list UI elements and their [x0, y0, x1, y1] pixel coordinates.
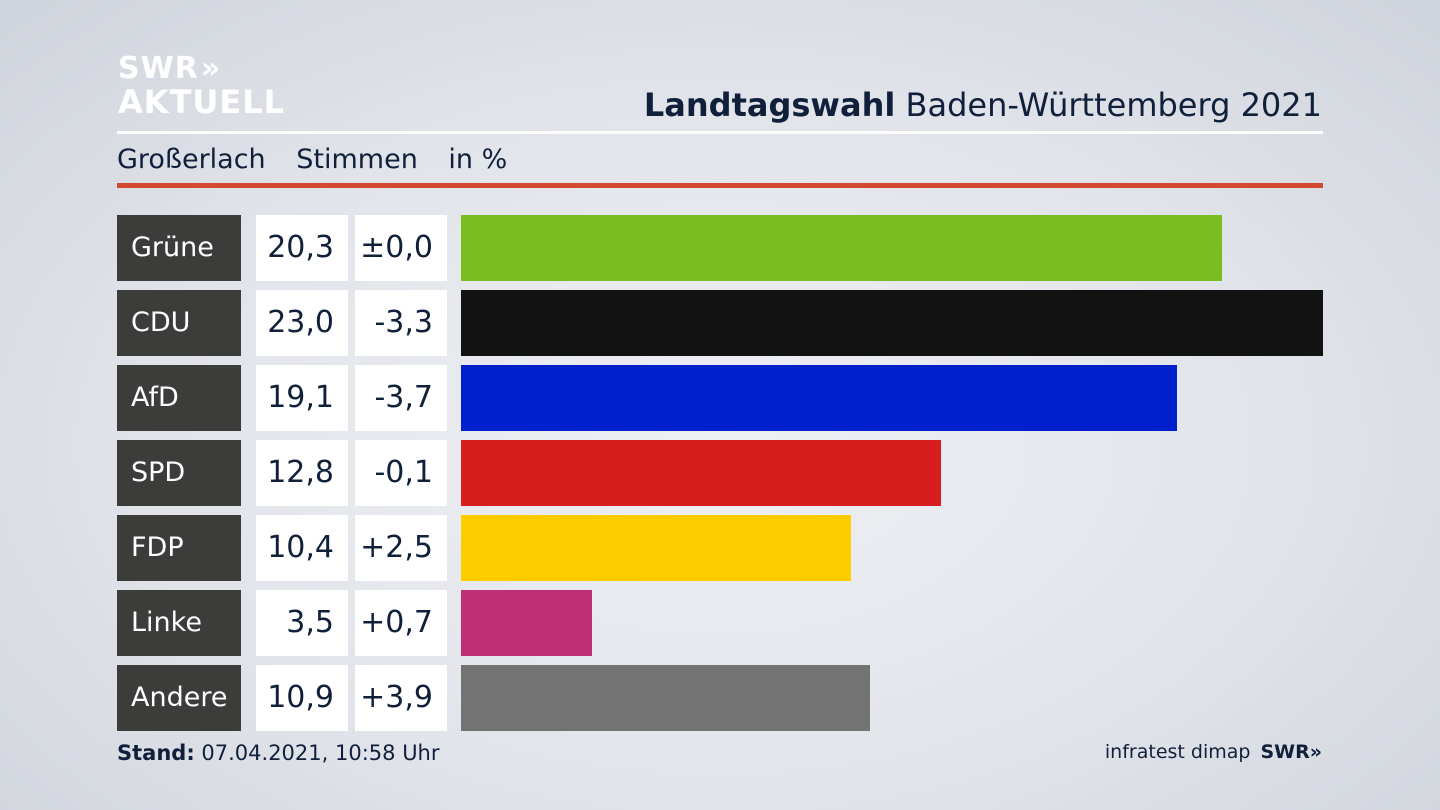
result-bar [461, 440, 941, 506]
change-label: -3,7 [355, 365, 447, 431]
result-bar [461, 215, 1222, 281]
logo-chevron-icon: » [200, 51, 221, 86]
source-name: infratest dimap [1104, 741, 1251, 763]
chart-subtitle: Großerlach Stimmen in % [117, 144, 529, 175]
change-label: ±0,0 [355, 215, 447, 281]
vote-share-label: 12,8 [256, 440, 348, 506]
subtitle-measure: Stimmen [296, 144, 418, 175]
party-label: SPD [117, 440, 241, 506]
subtitle-unit: in % [448, 144, 508, 175]
logo-aktuell-text: AKTUELL [118, 83, 286, 121]
party-label: AfD [117, 365, 241, 431]
subtitle-place: Großerlach [117, 144, 266, 175]
swr-brand-logo: SWR» [1260, 741, 1322, 763]
vote-share-label: 19,1 [256, 365, 348, 431]
result-bar [461, 290, 1323, 356]
result-bar [461, 665, 870, 731]
change-label: +3,9 [355, 665, 447, 731]
result-bar [461, 365, 1177, 431]
timestamp-value: 07.04.2021, 10:58 Uhr [201, 741, 440, 765]
vote-share-label: 23,0 [256, 290, 348, 356]
logo-swr-text: SWR [118, 51, 199, 86]
header-divider [117, 131, 1323, 134]
party-label: CDU [117, 290, 241, 356]
timestamp: Stand: 07.04.2021, 10:58 Uhr [117, 741, 440, 765]
vote-share-label: 20,3 [256, 215, 348, 281]
timestamp-label: Stand: [117, 741, 195, 765]
party-label: Grüne [117, 215, 241, 281]
swr-aktuell-logo: SWR» AKTUELL [118, 51, 284, 122]
vote-share-label: 10,4 [256, 515, 348, 581]
page-title-bold: Landtagswahl [643, 86, 896, 124]
result-bar [461, 515, 851, 581]
party-label: Linke [117, 590, 241, 656]
change-label: -3,3 [355, 290, 447, 356]
vote-share-label: 10,9 [256, 665, 348, 731]
source-credit: infratest dimap SWR» [1105, 741, 1322, 763]
change-label: -0,1 [355, 440, 447, 506]
change-label: +2,5 [355, 515, 447, 581]
accent-divider [117, 183, 1323, 188]
result-bar [461, 590, 592, 656]
party-label: Andere [117, 665, 241, 731]
page-title-rest: Baden-Württemberg 2021 [905, 86, 1323, 124]
party-label: FDP [117, 515, 241, 581]
change-label: +0,7 [355, 590, 447, 656]
page-title: Landtagswahl Baden-Württemberg 2021 [644, 86, 1322, 124]
vote-share-label: 3,5 [256, 590, 348, 656]
